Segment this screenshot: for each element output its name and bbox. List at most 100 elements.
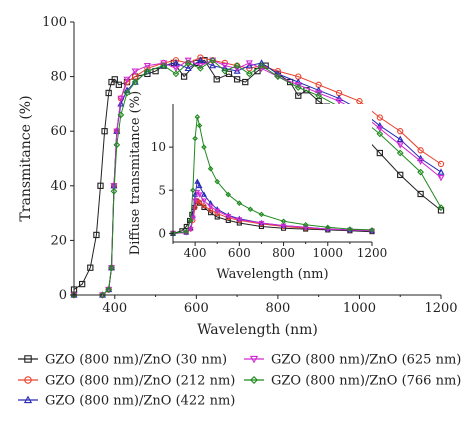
data-point <box>369 227 375 233</box>
data-point <box>187 226 194 233</box>
data-point <box>315 92 323 100</box>
data-point <box>196 199 203 205</box>
data-point <box>397 128 404 135</box>
data-point <box>236 217 243 223</box>
data-point <box>225 70 233 78</box>
data-point <box>201 191 207 197</box>
data-point <box>196 56 204 63</box>
data-point <box>214 214 220 220</box>
data-point <box>315 86 323 93</box>
data-point <box>417 147 424 154</box>
data-point <box>295 92 302 99</box>
data-point <box>417 168 424 176</box>
data-point <box>347 226 353 232</box>
data-point <box>258 59 266 66</box>
x-tick-label: 1200 <box>424 301 457 316</box>
data-point <box>335 98 343 105</box>
data-point <box>207 165 214 172</box>
legend-label: GZO (800 nm)/ZnO (212 nm) <box>45 374 235 389</box>
data-point <box>356 98 363 105</box>
data-point <box>144 67 151 75</box>
data-point <box>233 65 241 73</box>
legend-label: GZO (800 nm)/ZnO (30 nm) <box>45 353 227 368</box>
data-point <box>335 94 343 102</box>
data-point <box>110 187 118 195</box>
legend-item: GZO (800 nm)/ZnO (766 nm) <box>244 374 461 389</box>
legend-marker <box>250 376 258 384</box>
data-point <box>172 59 180 66</box>
x-tick-label: 400 <box>102 301 127 316</box>
data-point <box>397 171 404 179</box>
data-point <box>79 280 86 288</box>
data-point <box>214 178 221 185</box>
data-point <box>192 204 198 211</box>
data-point <box>258 62 265 70</box>
data-point <box>225 213 232 220</box>
data-point <box>131 78 139 86</box>
data-point <box>192 198 199 204</box>
data-point <box>233 76 241 83</box>
data-point <box>207 204 214 210</box>
data-point <box>213 76 220 83</box>
data-point <box>187 217 194 224</box>
data-point <box>437 160 445 168</box>
data-point <box>93 231 100 239</box>
x-axis-title: Wavelength (nm) <box>216 267 328 282</box>
x-axis-title: Wavelength (nm) <box>197 322 318 338</box>
data-point <box>247 206 254 213</box>
data-point <box>190 187 196 194</box>
data-point <box>214 210 220 217</box>
data-point <box>189 215 196 221</box>
data-point <box>209 56 217 64</box>
data-point <box>194 189 201 196</box>
data-point <box>183 228 190 235</box>
legend: GZO (800 nm)/ZnO (30 nm) GZO (800 nm)/ZnO… <box>18 353 461 409</box>
data-point <box>294 78 302 85</box>
inset-plot: 400 600 800 1000 1200 0 5 10 Wavelength (nm) Diff… <box>128 91 387 282</box>
data-point <box>376 125 384 133</box>
data-point <box>208 210 214 216</box>
data-point <box>123 76 131 84</box>
data-point <box>184 59 192 67</box>
data-point <box>233 62 241 70</box>
data-point <box>258 220 265 227</box>
x-tick-label: 600 <box>228 246 251 260</box>
data-point <box>108 264 115 272</box>
legend-marker <box>24 376 32 384</box>
legend-marker <box>249 355 259 364</box>
data-point <box>113 128 121 135</box>
data-point <box>192 135 198 142</box>
x-tick-label: 1200 <box>357 246 388 260</box>
data-point <box>324 224 331 231</box>
data-point <box>294 84 302 91</box>
legend-marker <box>23 395 33 404</box>
y-tick-label: 20 <box>50 233 67 248</box>
data-point <box>117 111 125 119</box>
inset-background <box>173 104 372 242</box>
legend-item: GZO (800 nm)/ZnO (422 nm) <box>18 394 235 409</box>
x-tick-label: 1000 <box>343 301 376 316</box>
data-point <box>437 168 445 175</box>
data-point <box>245 60 253 67</box>
x-tick-label: 800 <box>272 246 295 260</box>
data-point <box>396 149 404 157</box>
data-point <box>280 218 287 225</box>
data-point <box>209 61 217 69</box>
data-point <box>201 144 207 150</box>
data-point <box>274 70 282 77</box>
legend-label: GZO (800 nm)/ZnO (625 nm) <box>271 353 461 368</box>
y-tick-label: 80 <box>50 70 67 85</box>
legend-item: GZO (800 nm)/ZnO (625 nm) <box>244 353 461 368</box>
data-point <box>184 57 192 64</box>
y-tick-label: 60 <box>50 124 67 139</box>
data-point <box>437 207 445 214</box>
data-point <box>258 65 266 73</box>
data-point <box>172 65 180 73</box>
data-point <box>99 291 106 299</box>
data-point <box>225 191 232 198</box>
data-point <box>417 190 424 198</box>
data-point <box>105 286 113 293</box>
y-tick-label: 100 <box>42 15 67 30</box>
data-point <box>233 67 241 74</box>
